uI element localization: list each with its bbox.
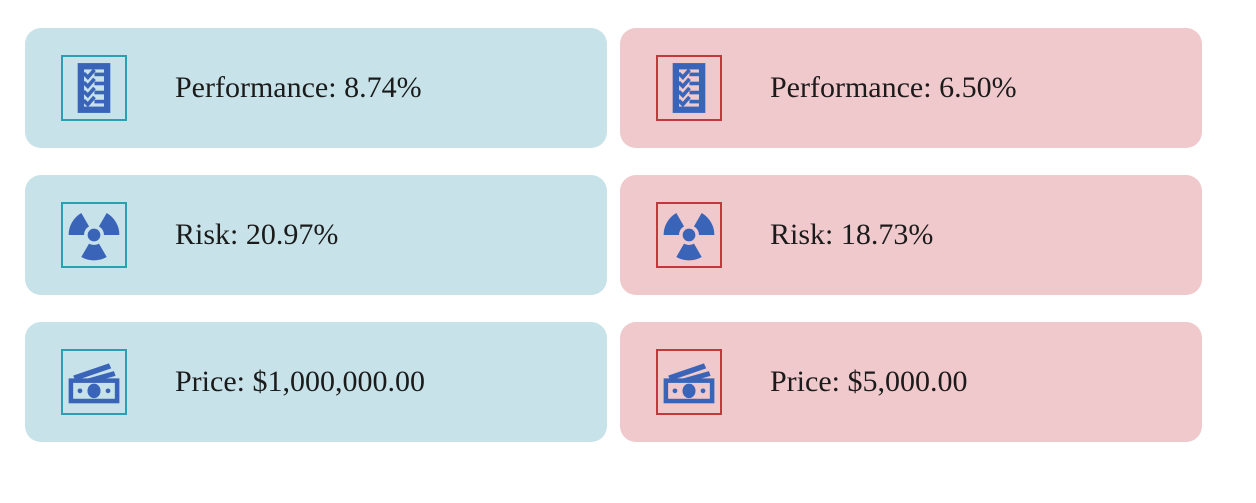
risk-card: Risk: 20.97% (25, 175, 607, 295)
money-icon (68, 363, 120, 404)
money-icon (663, 363, 715, 404)
cards-grid: Performance: 8.74% Risk: 20.97% (25, 28, 1202, 442)
icon-frame (61, 349, 127, 415)
risk-label: Risk: 20.97% (175, 218, 339, 251)
checklist-icon (77, 63, 111, 113)
option-a-column: Performance: 8.74% Risk: 20.97% (25, 28, 607, 442)
performance-card: Performance: 6.50% (620, 28, 1202, 148)
radiation-icon (663, 213, 715, 261)
icon-frame (656, 55, 722, 121)
price-label: Price: $5,000.00 (770, 365, 968, 398)
performance-card: Performance: 8.74% (25, 28, 607, 148)
price-card: Price: $1,000,000.00 (25, 322, 607, 442)
option-b-column: Performance: 6.50% Risk: 18.73% (620, 28, 1202, 442)
icon-frame (61, 202, 127, 268)
icon-frame (656, 349, 722, 415)
risk-label: Risk: 18.73% (770, 218, 934, 251)
price-label: Price: $1,000,000.00 (175, 365, 425, 398)
risk-card: Risk: 18.73% (620, 175, 1202, 295)
checklist-icon (672, 63, 706, 113)
performance-label: Performance: 8.74% (175, 71, 422, 104)
radiation-icon (68, 213, 120, 261)
price-card: Price: $5,000.00 (620, 322, 1202, 442)
performance-label: Performance: 6.50% (770, 71, 1017, 104)
icon-frame (656, 202, 722, 268)
icon-frame (61, 55, 127, 121)
